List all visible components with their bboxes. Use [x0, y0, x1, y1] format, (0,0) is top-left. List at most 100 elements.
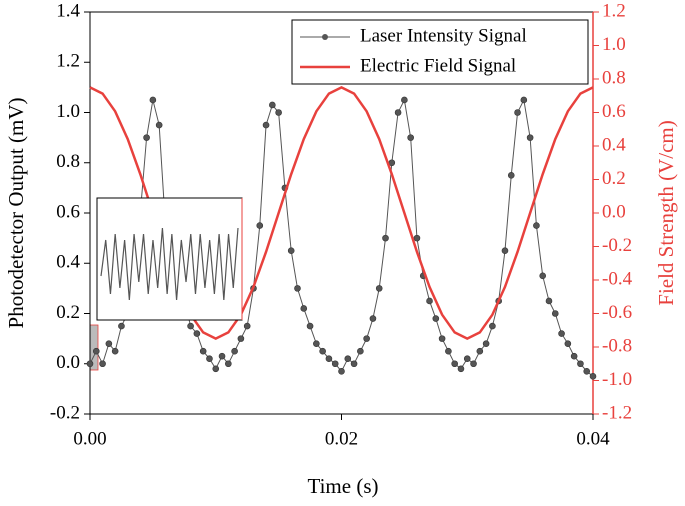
y2-tick-label: -0.2: [602, 235, 632, 256]
laser-point: [344, 355, 352, 363]
y2-tick-label: 0.8: [602, 67, 626, 88]
laser-point: [225, 360, 232, 368]
y2-tick-label: 0.2: [602, 168, 626, 189]
laser-point: [520, 96, 528, 104]
laser-point: [86, 360, 94, 368]
y-tick-label: 0.8: [56, 151, 80, 172]
laser-point: [476, 347, 484, 355]
legend-marker: [322, 34, 328, 40]
x-axis-title: Time (s): [308, 474, 379, 498]
legend-label: Laser Intensity Signal: [360, 25, 527, 46]
x-tick-label: 0.00: [73, 428, 106, 449]
laser-point: [294, 285, 301, 292]
y2-tick-label: 0.0: [602, 201, 626, 222]
laser-point: [533, 222, 540, 229]
laser-point: [489, 322, 496, 330]
laser-point: [394, 109, 402, 116]
y2-tick-label: -0.6: [602, 302, 632, 323]
laser-point: [193, 330, 201, 337]
y2-tick-label: -1.2: [602, 402, 632, 423]
laser-point: [111, 347, 119, 355]
y2-tick-label: -0.8: [602, 335, 632, 356]
laser-point: [413, 234, 421, 242]
x-tick-label: 0.02: [325, 428, 358, 449]
laser-point: [375, 285, 383, 292]
laser-point: [482, 340, 490, 347]
laser-point: [558, 330, 565, 337]
laser-point: [570, 352, 578, 360]
y2-tick-label: 0.6: [602, 101, 626, 122]
laser-point: [218, 352, 226, 360]
laser-point: [445, 347, 452, 355]
laser-point: [237, 335, 245, 342]
laser-point: [470, 360, 477, 368]
y-tick-label: 0.6: [56, 201, 80, 222]
inset-line: [100, 227, 239, 301]
laser-point: [583, 367, 591, 375]
laser-point: [589, 373, 597, 380]
laser-point: [325, 355, 333, 363]
laser-point: [382, 234, 389, 242]
laser-point: [187, 322, 194, 330]
laser-point: [149, 96, 157, 104]
y-tick-label: 0.2: [56, 302, 80, 323]
laser-point: [199, 347, 207, 355]
laser-point: [300, 305, 308, 312]
laser-point: [426, 297, 433, 305]
laser-point: [313, 340, 320, 347]
laser-point: [287, 247, 295, 254]
laser-point: [243, 322, 251, 330]
laser-point: [231, 347, 238, 355]
y-tick-label: 1.4: [56, 0, 80, 21]
laser-point: [331, 360, 339, 368]
y-tick-label: 0.0: [56, 352, 80, 373]
laser-point: [564, 340, 572, 347]
laser-point: [451, 360, 458, 368]
laser-point: [369, 315, 377, 322]
legend-label: Electric Field Signal: [360, 55, 516, 76]
laser-point: [357, 347, 364, 355]
laser-point: [206, 355, 213, 363]
laser-point: [350, 360, 358, 368]
laser-point: [363, 335, 370, 342]
y2-tick-label: 1.2: [602, 0, 626, 21]
x-tick-label: 0.04: [576, 428, 610, 449]
y2-tick-label: 0.4: [602, 134, 626, 155]
y-tick-label: 1.2: [56, 51, 80, 72]
laser-point: [338, 367, 345, 375]
laser-point: [551, 310, 559, 317]
y2-axis-title: Field Strength (V/cm): [654, 120, 678, 305]
laser-point: [143, 134, 150, 141]
y-tick-label: 0.4: [56, 252, 80, 273]
laser-point: [256, 222, 264, 229]
y-axis-title: Photodetector Output (mV): [4, 98, 28, 329]
laser-point: [526, 134, 534, 141]
laser-point: [545, 297, 553, 305]
laser-point: [99, 360, 106, 368]
y2-tick-label: -1.0: [602, 369, 632, 390]
laser-point: [155, 121, 163, 129]
y2-tick-label: -0.4: [602, 268, 633, 289]
laser-point: [306, 322, 314, 330]
laser-point: [507, 172, 515, 179]
laser-point: [118, 322, 125, 330]
y-tick-label: 1.0: [56, 101, 80, 122]
laser-point: [269, 101, 276, 109]
laser-point: [457, 365, 465, 373]
laser-point: [432, 315, 440, 322]
y2-tick-label: 1.0: [602, 34, 626, 55]
laser-point: [463, 355, 471, 363]
laser-point: [401, 96, 408, 104]
laser-point: [92, 347, 100, 355]
y-tick-label: -0.2: [50, 402, 80, 423]
laser-point: [514, 109, 521, 116]
laser-point: [319, 347, 326, 355]
laser-point: [438, 335, 446, 342]
laser-point: [539, 272, 547, 280]
laser-point: [577, 360, 584, 368]
laser-point: [105, 340, 113, 347]
laser-point: [275, 109, 282, 116]
legend-box: [291, 19, 589, 85]
laser-point: [262, 121, 270, 129]
